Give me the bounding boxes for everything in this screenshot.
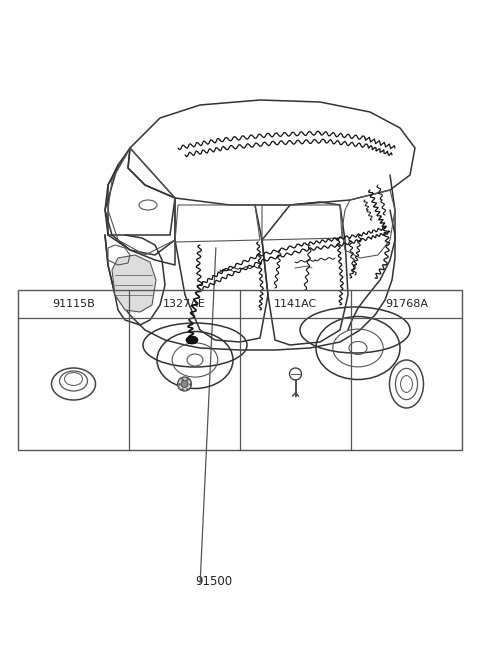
Circle shape (178, 377, 192, 391)
Ellipse shape (186, 336, 198, 344)
Text: 91500: 91500 (195, 575, 232, 588)
Text: 91768A: 91768A (385, 299, 428, 309)
Text: 1141AC: 1141AC (274, 299, 317, 309)
Bar (18, 290, 462, 450)
Circle shape (181, 380, 188, 388)
Text: 1327AE: 1327AE (163, 299, 206, 309)
Polygon shape (112, 255, 156, 312)
Text: 91115B: 91115B (52, 299, 95, 309)
